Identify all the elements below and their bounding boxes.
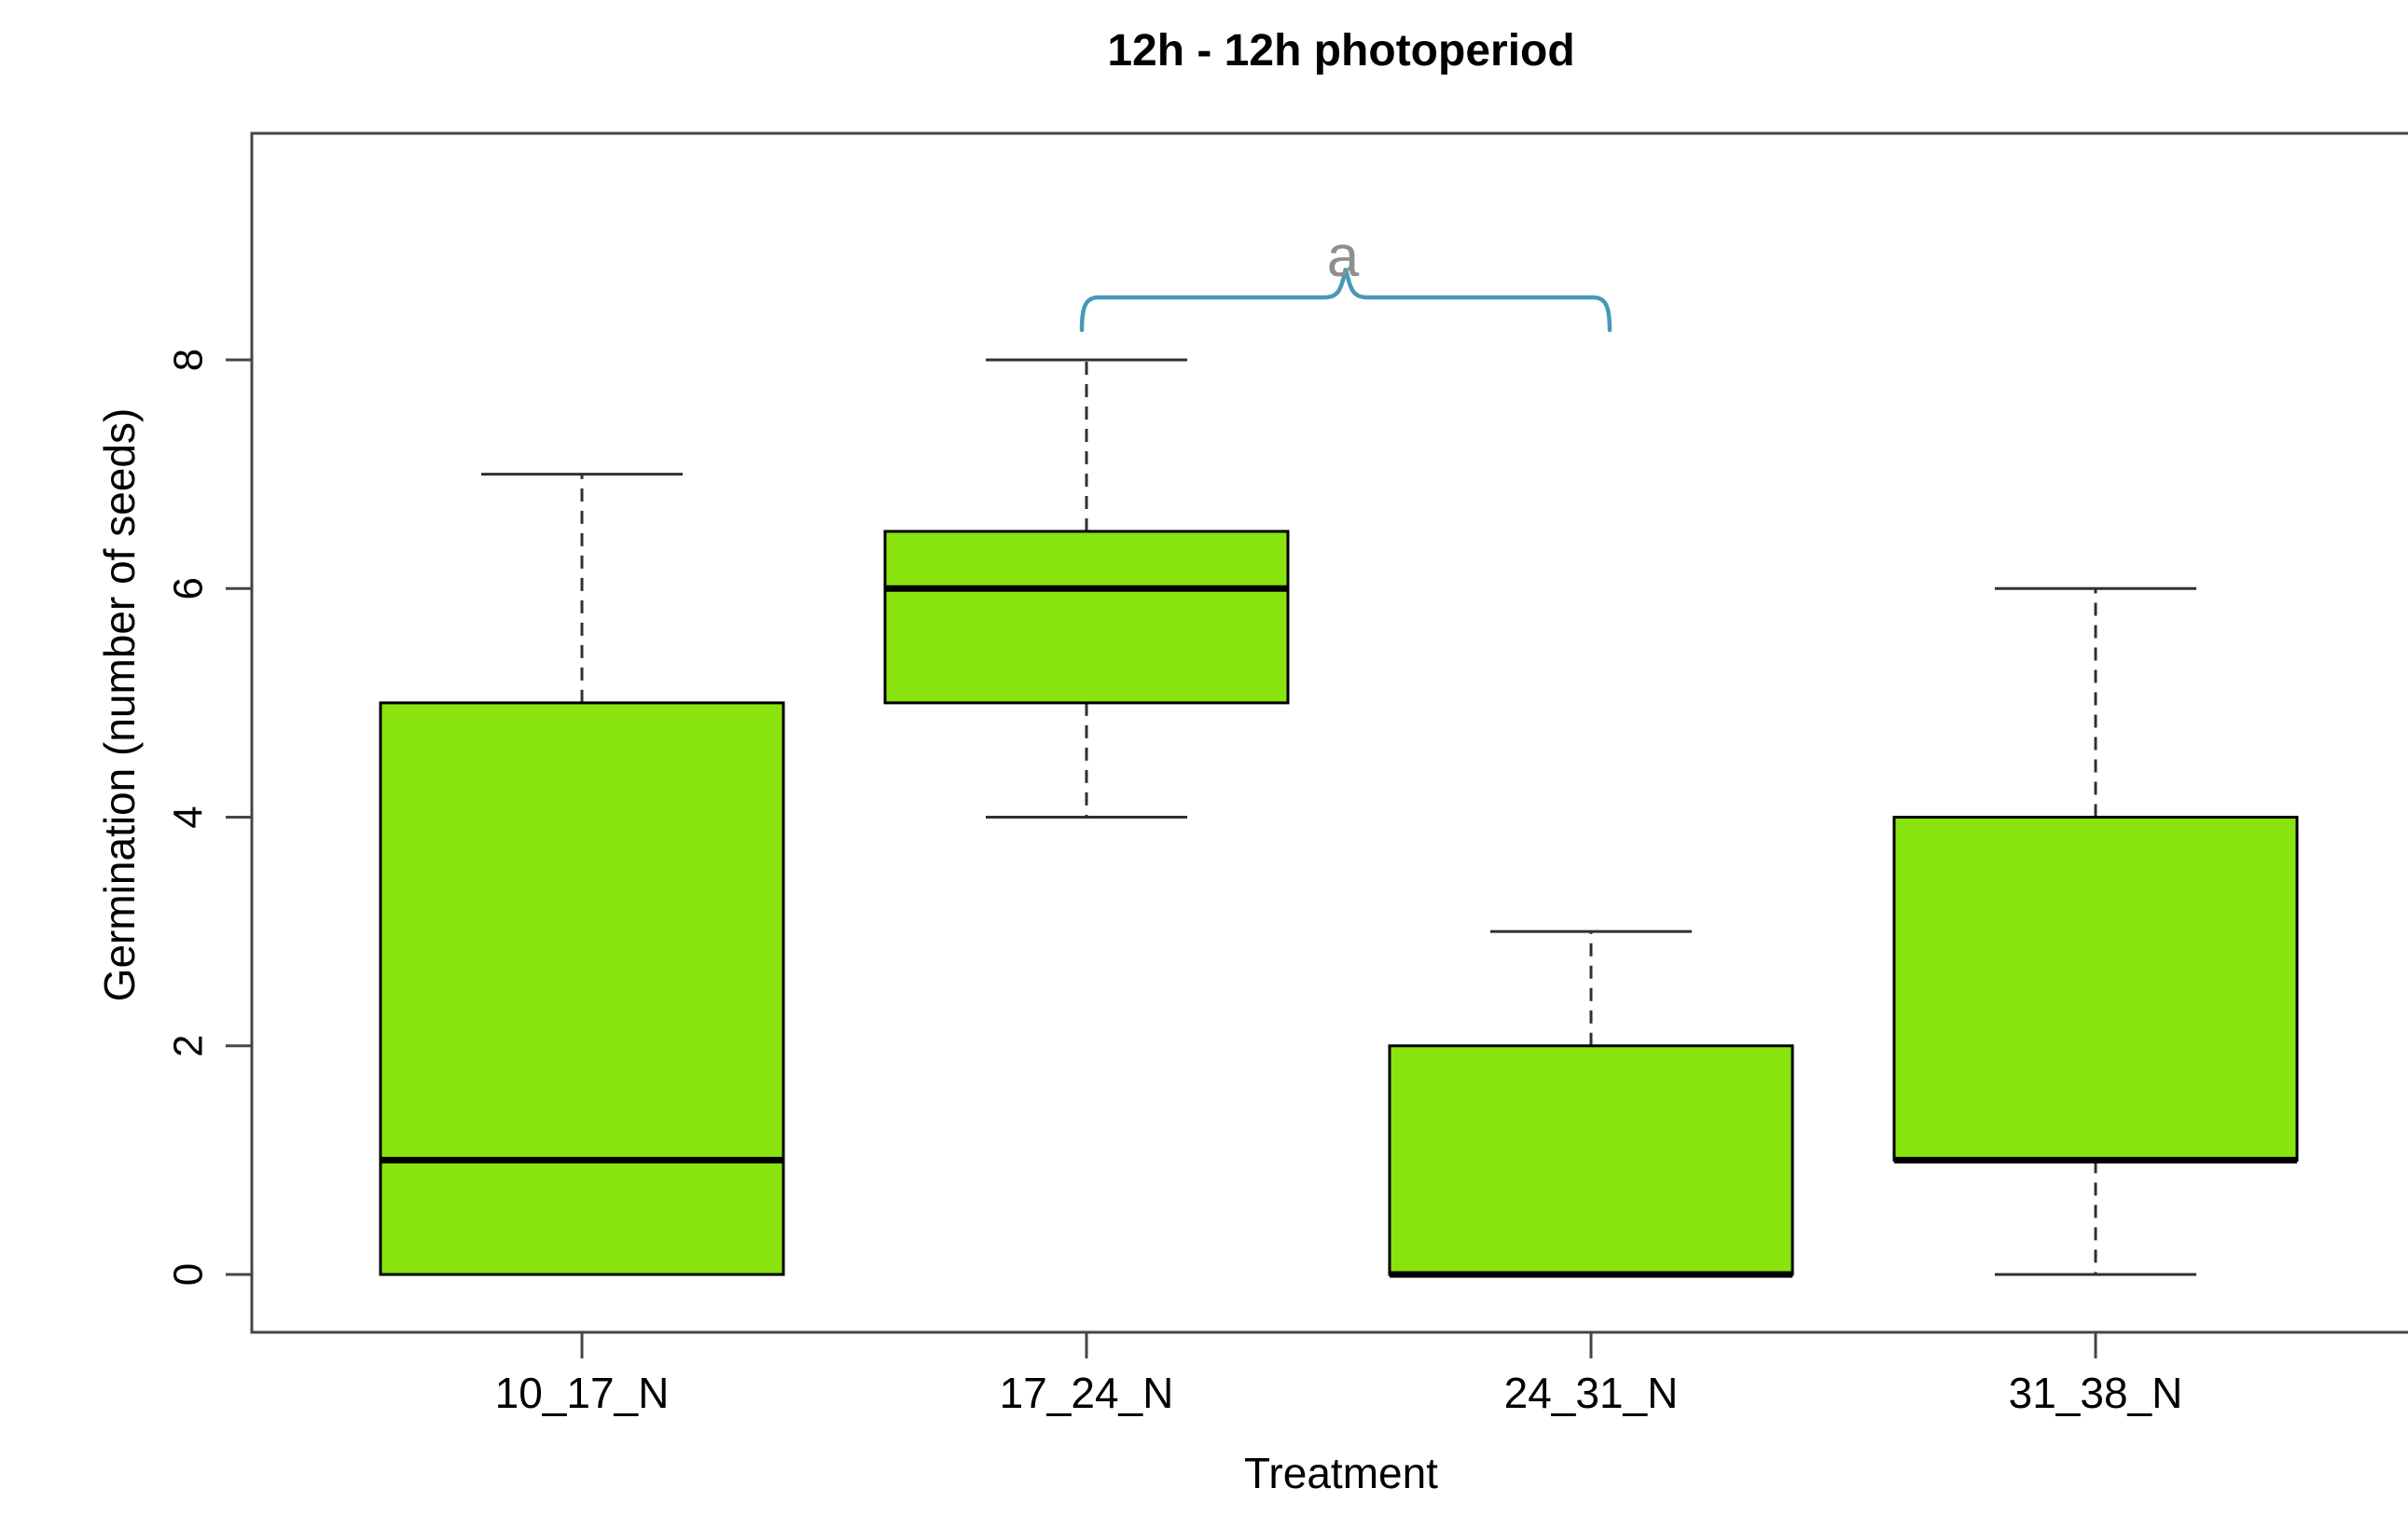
x-tick-label-17_24_N: 17_24_N <box>1000 1369 1174 1417</box>
bracket-label: a <box>1327 225 1360 289</box>
box-17_24_N <box>885 531 1288 703</box>
y-tick-label: 6 <box>166 577 212 599</box>
chart-marks: 0 2 4 6 8 10_17_N 17_24_N 24_31_N 31_38_N <box>166 133 2408 1417</box>
y-tick-label: 8 <box>166 349 212 371</box>
box-24_31_N <box>1390 1046 1792 1274</box>
y-tick-label: 0 <box>166 1263 212 1286</box>
y-tick-label: 4 <box>166 806 212 828</box>
box-10_17_N <box>381 703 783 1274</box>
x-axis-label: Treatment <box>1244 1449 1438 1497</box>
x-tick-label-10_17_N: 10_17_N <box>495 1369 670 1417</box>
y-axis-label: Germination (number of seeds) <box>95 408 144 1002</box>
box-31_38_N <box>1894 818 2297 1161</box>
chart-canvas: 0 2 4 6 8 10_17_N 17_24_N 24_31_N 31_38_N 12h - … <box>37 15 2408 1514</box>
y-tick-label: 2 <box>166 1035 212 1057</box>
x-tick-label-31_38_N: 31_38_N <box>2009 1369 2183 1417</box>
chart-title: 12h - 12h photoperiod <box>1107 26 1574 76</box>
boxplot-figure: 0 2 4 6 8 10_17_N 17_24_N 24_31_N 31_38_N 12h - … <box>37 15 2408 1514</box>
x-tick-label-24_31_N: 24_31_N <box>1504 1369 1679 1417</box>
